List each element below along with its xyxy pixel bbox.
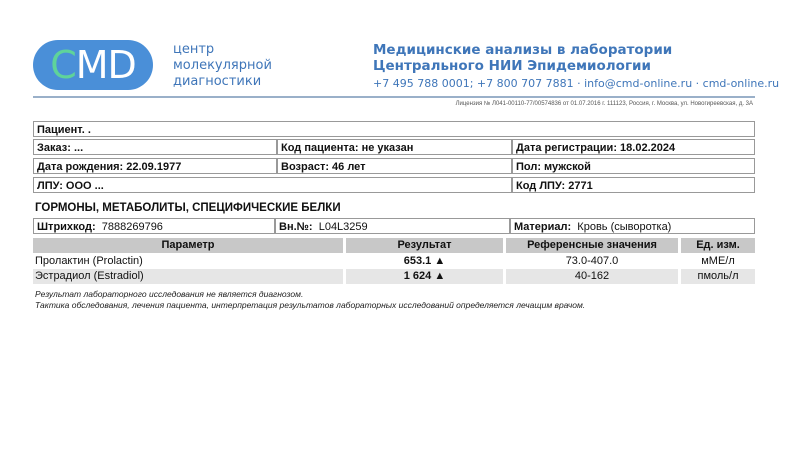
- note: Результат лабораторного исследования не …: [35, 289, 304, 299]
- param: Эстрадиол (Estradiol): [33, 269, 343, 284]
- birth-date: Дата рождения: 22.09.1977: [33, 158, 277, 174]
- unit: пмоль/л: [681, 269, 755, 284]
- contacts: +7 495 788 0001; +7 800 707 7881 · info@…: [373, 77, 780, 90]
- param: Пролактин (Prolactin): [35, 255, 143, 267]
- org-name: центр молекулярной диагностики: [173, 42, 272, 89]
- lpu-code: Код ЛПУ: 2771: [512, 177, 755, 193]
- section-title: ГОРМОНЫ, МЕТАБОЛИТЫ, СПЕЦИФИЧЕСКИЕ БЕЛКИ: [35, 202, 341, 214]
- lab-name: Медицинские анализы в лаборатории Централ…: [373, 42, 673, 74]
- divider: [33, 96, 755, 98]
- material: Материал: Кровь (сыворотка): [510, 218, 755, 234]
- cmd-logo: C MD: [33, 40, 153, 90]
- header-result: Результат: [346, 238, 503, 253]
- reg-date: Дата регистрации: 18.02.2024: [512, 139, 755, 155]
- header-ref: Референсные значения: [506, 238, 678, 253]
- age: Возраст: 46 лет: [277, 158, 512, 174]
- unit: мМЕ/л: [701, 255, 735, 267]
- patient-code: Код пациента: не указан: [277, 139, 512, 155]
- lpu: ЛПУ: ООО ...: [33, 177, 512, 193]
- header-unit: Ед. изм.: [681, 238, 755, 253]
- sex: Пол: мужской: [512, 158, 755, 174]
- ref: 40-162: [506, 269, 678, 284]
- license: Лицензия № Л041-00110-77/00574836 от 01.…: [455, 101, 753, 107]
- note: Тактика обследования, лечения пациента, …: [35, 300, 586, 310]
- header-param: Параметр: [33, 238, 343, 253]
- barcode: Штрихкод: 7888269796: [33, 218, 275, 234]
- patient-name: Пациент. .: [33, 121, 755, 137]
- internal-number: Вн.№: L04L3259: [275, 218, 510, 234]
- order: Заказ: ...: [33, 139, 277, 155]
- ref: 73.0-407.0: [565, 255, 619, 267]
- result: 1 624 ▲: [346, 269, 503, 284]
- result: 653.1 ▲: [403, 255, 446, 267]
